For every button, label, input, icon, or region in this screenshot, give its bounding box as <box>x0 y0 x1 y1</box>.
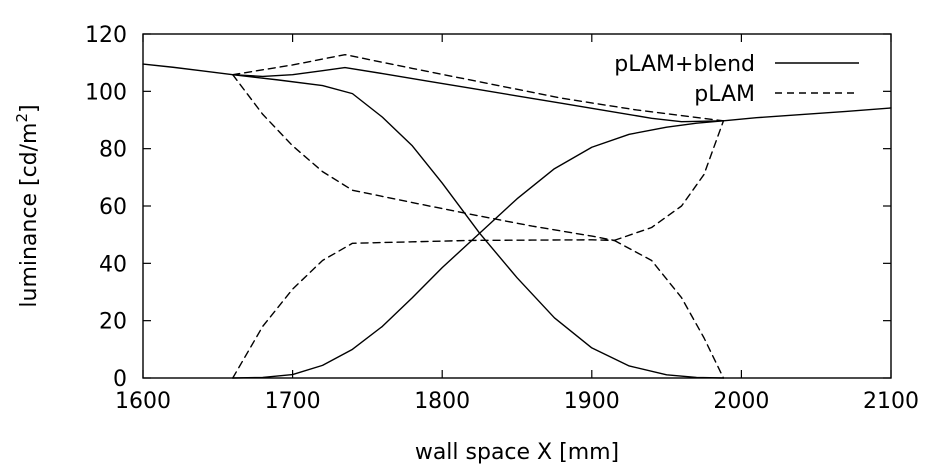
axes-layer <box>142 33 892 379</box>
x-tick-label: 1900 <box>564 389 620 414</box>
x-tick-label: 2000 <box>713 389 769 414</box>
y-tick-label: 40 <box>99 252 127 277</box>
plam-curve-2 <box>232 239 615 379</box>
y-axis-label: luminance [cd/m2] <box>13 104 42 307</box>
plam-curve-4 <box>613 239 725 379</box>
plam-curve-0 <box>232 53 725 122</box>
y-tick-label: 20 <box>99 310 127 335</box>
x-tick-label: 1600 <box>115 389 171 414</box>
legend-label-plam-blend: pLAM+blend <box>614 52 755 77</box>
y-tick-label: 60 <box>99 195 127 220</box>
y-axis-label-exponent: 2 <box>13 113 31 123</box>
y-axis-label-prefix: luminance [cd/m <box>17 123 42 308</box>
y-axis-label-suffix: ] <box>17 104 42 113</box>
x-tick-label: 1700 <box>265 389 321 414</box>
x-axis-label: wall space X [mm] <box>415 440 619 465</box>
x-tick-label: 2100 <box>863 389 919 414</box>
y-tick-label: 0 <box>113 367 127 392</box>
label-layer: 1600 1700 1800 1900 2000 2100 0 20 40 60 80 100 120 w… <box>13 23 919 465</box>
plam-blend-curve-1 <box>232 74 725 379</box>
plot-frame <box>142 33 892 379</box>
y-tick-label: 100 <box>85 80 127 105</box>
x-tick-label: 1800 <box>414 389 470 414</box>
plam-curve-3 <box>613 120 725 242</box>
y-tick-label: 80 <box>99 138 127 163</box>
series-layer <box>142 53 892 379</box>
y-tick-label: 120 <box>85 23 127 48</box>
plam-curve-1 <box>232 74 615 242</box>
legend-label-plam: pLAM <box>694 82 755 107</box>
legend-layer: pLAM+blend pLAM <box>614 52 859 107</box>
plam-blend-curve-2 <box>232 120 725 379</box>
